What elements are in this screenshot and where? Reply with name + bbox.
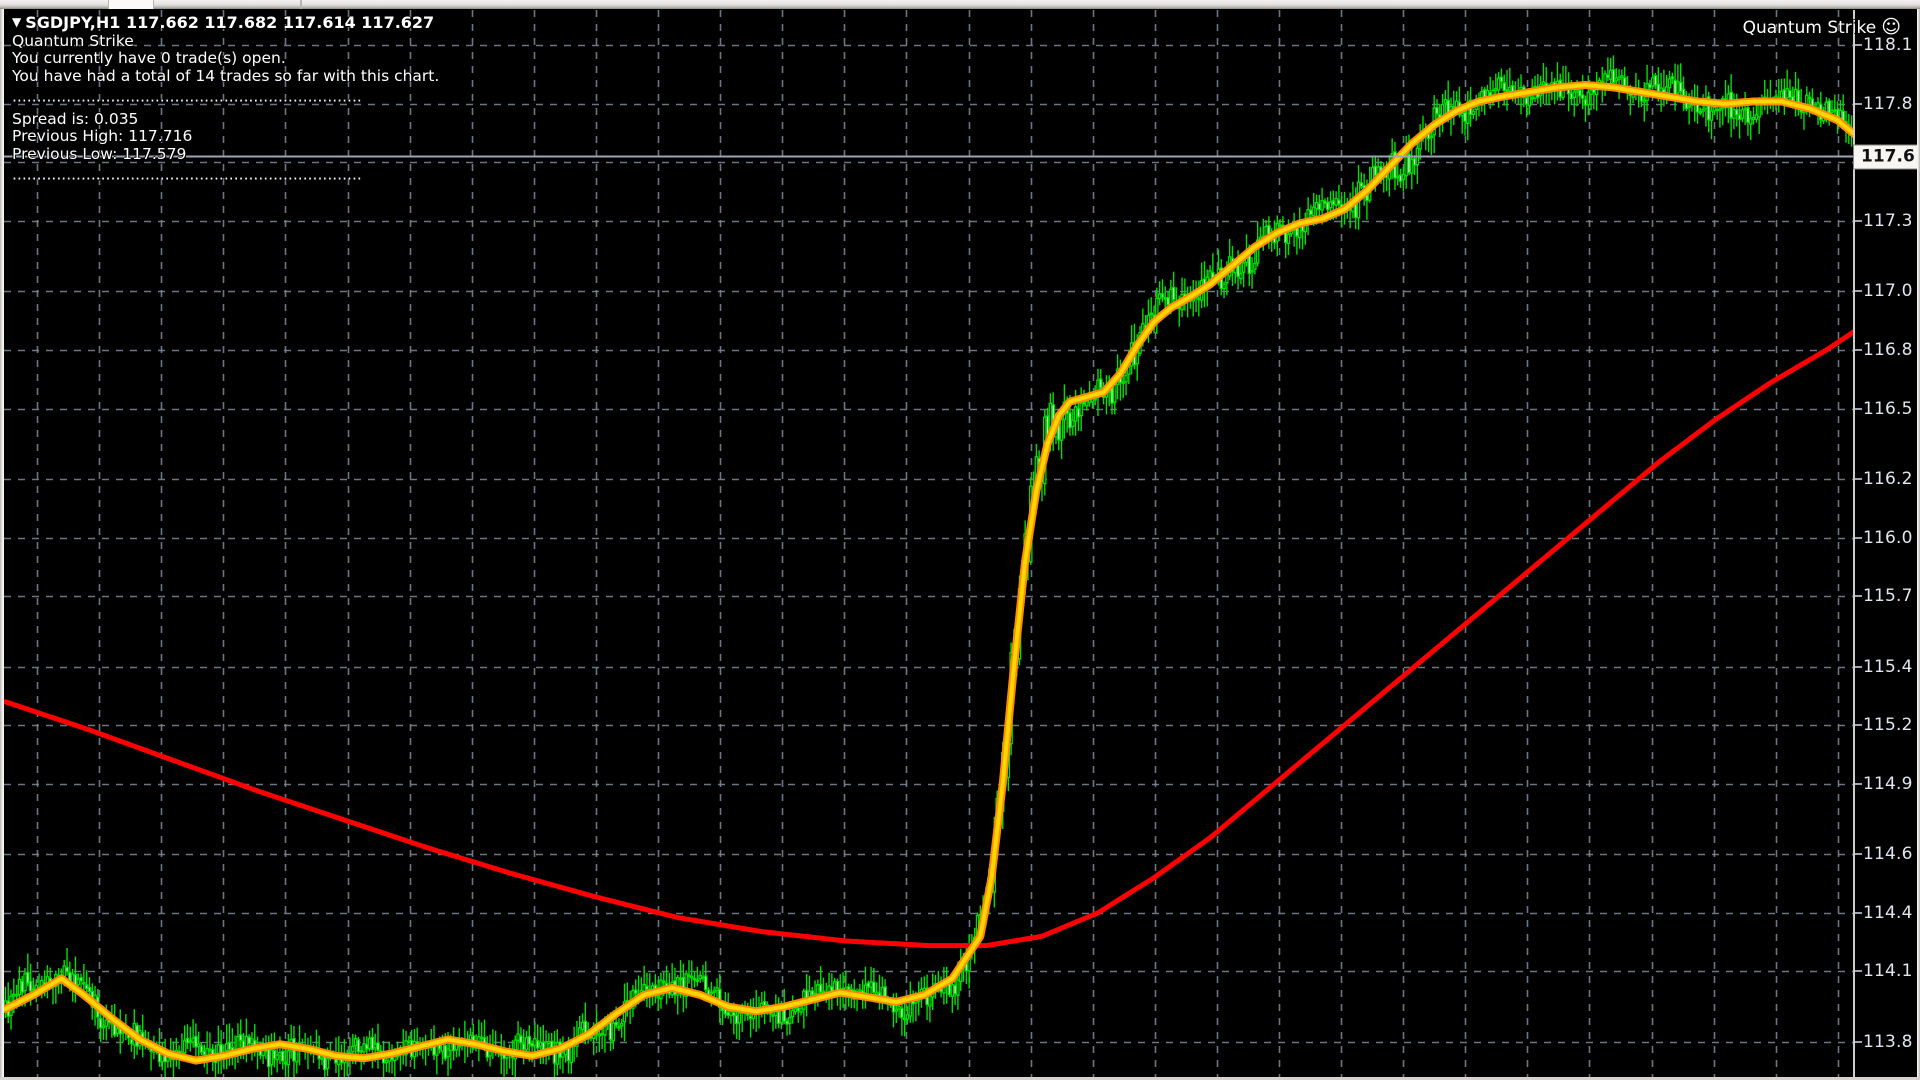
price-tick-mark xyxy=(1855,536,1862,539)
price-tick-label: 117.8 xyxy=(1863,93,1913,114)
chart-gridlines xyxy=(4,10,1853,1077)
ma-slow-line xyxy=(4,329,1853,949)
price-tick-label: 114.1 xyxy=(1863,961,1913,982)
price-tick-label: 114.6 xyxy=(1863,844,1913,865)
chart-plot-area[interactable] xyxy=(4,10,1853,1077)
window-border-bottom xyxy=(0,1077,1920,1080)
price-tick-label: 116.2 xyxy=(1863,469,1913,489)
price-tick-label: 116.5 xyxy=(1863,398,1913,419)
price-tick-mark xyxy=(1855,44,1862,47)
moving-average-lines xyxy=(4,81,1853,1065)
price-tick-label: 115.4 xyxy=(1863,656,1913,677)
price-tick-mark xyxy=(1855,407,1862,410)
window-tab-stub-2 xyxy=(300,0,302,9)
price-tick-mark xyxy=(1855,665,1862,668)
ma-fast-line xyxy=(4,83,1853,1063)
chart-svg xyxy=(4,10,1853,1077)
current-price-tag: 117.6 xyxy=(1853,144,1917,169)
window-border-left xyxy=(0,9,4,1080)
price-tick-label: 115.7 xyxy=(1863,586,1913,607)
window-border-right xyxy=(1917,9,1920,1080)
price-scale-axis[interactable]: 118.1 117.8 117.6 117.3 117.0 116.8 116.5 116.2… xyxy=(1853,10,1917,1077)
price-tick-mark xyxy=(1855,290,1862,293)
candlestick-series xyxy=(4,55,1853,1077)
price-tick-label: 116.8 xyxy=(1863,340,1913,361)
price-tick-mark xyxy=(1855,349,1862,352)
price-tick-label: 117.0 xyxy=(1863,281,1913,302)
price-tick-mark xyxy=(1855,724,1862,727)
price-tick-label: 114.4 xyxy=(1863,902,1913,923)
window-titlebar xyxy=(0,0,1920,9)
price-tick-mark xyxy=(1855,1040,1862,1043)
price-tick-label: 117.3 xyxy=(1863,211,1913,232)
price-tick-mark xyxy=(1855,970,1862,973)
price-tick-mark xyxy=(1855,911,1862,914)
price-tick-label: 113.8 xyxy=(1863,1031,1913,1052)
price-tick-label: 116.0 xyxy=(1863,527,1913,548)
price-tick-label: 115.2 xyxy=(1863,715,1913,736)
price-tick-label: 118.1 xyxy=(1863,35,1913,56)
window-tab-stub-1[interactable] xyxy=(108,0,154,9)
price-tick-mark xyxy=(1855,102,1862,105)
price-tick-mark xyxy=(1855,853,1862,856)
price-tick-mark xyxy=(1855,478,1862,480)
price-tick-mark xyxy=(1855,782,1862,785)
price-tick-mark xyxy=(1855,220,1862,223)
chart-canvas[interactable]: 118.1 117.8 117.6 117.3 117.0 116.8 116.5 116.2… xyxy=(4,10,1917,1077)
price-tick-label: 114.9 xyxy=(1863,773,1913,794)
price-tick-mark xyxy=(1855,595,1862,598)
